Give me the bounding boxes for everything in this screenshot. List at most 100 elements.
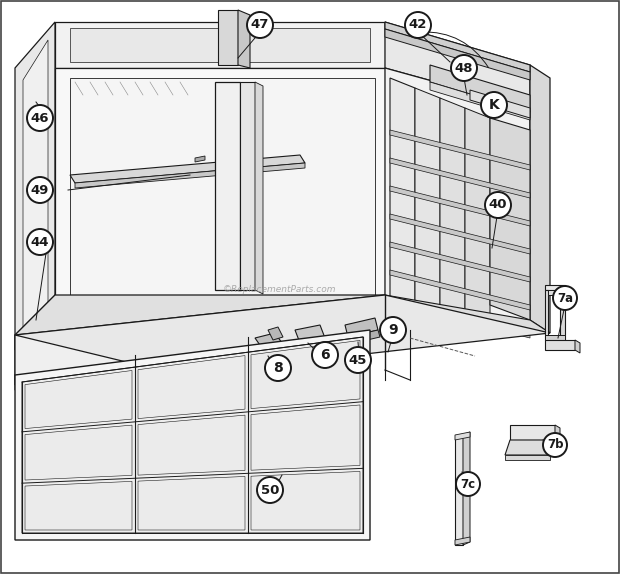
Polygon shape [55,68,385,335]
Polygon shape [510,425,555,440]
Text: 8: 8 [273,361,283,375]
Polygon shape [251,405,360,470]
Polygon shape [15,295,385,380]
Text: 45: 45 [349,354,367,367]
Polygon shape [415,88,440,325]
Circle shape [312,342,338,368]
Polygon shape [390,130,530,170]
Polygon shape [440,98,465,330]
Polygon shape [255,333,282,348]
Polygon shape [348,330,380,344]
Polygon shape [251,340,360,409]
Polygon shape [430,82,530,120]
Polygon shape [15,330,370,540]
Polygon shape [15,22,55,385]
Polygon shape [251,471,360,530]
Polygon shape [505,455,550,460]
Polygon shape [25,370,132,429]
Text: 49: 49 [31,184,49,196]
Polygon shape [465,108,490,335]
Polygon shape [455,432,470,440]
Polygon shape [390,242,530,282]
Polygon shape [138,355,245,418]
Circle shape [345,347,371,373]
Polygon shape [218,10,238,65]
Polygon shape [15,295,550,375]
Polygon shape [463,432,470,545]
Polygon shape [138,415,245,475]
Polygon shape [390,298,530,338]
Polygon shape [23,40,48,365]
Text: 7a: 7a [557,292,573,304]
Polygon shape [238,10,250,68]
Polygon shape [15,295,55,350]
Polygon shape [215,82,240,290]
Polygon shape [390,270,530,310]
Polygon shape [390,186,530,226]
Circle shape [247,12,273,38]
Polygon shape [390,214,530,254]
Polygon shape [575,340,580,353]
Polygon shape [455,537,470,545]
Polygon shape [555,425,560,443]
Polygon shape [455,435,463,545]
Polygon shape [385,295,550,335]
Polygon shape [255,82,263,294]
Circle shape [27,229,53,255]
Polygon shape [390,158,530,198]
Circle shape [27,177,53,203]
Polygon shape [15,335,385,390]
Circle shape [451,55,477,81]
Polygon shape [530,65,550,333]
Circle shape [27,105,53,131]
Polygon shape [548,290,565,295]
Polygon shape [195,156,205,162]
Text: ©ReplacementParts.com: ©ReplacementParts.com [223,285,337,294]
Polygon shape [70,155,305,183]
Circle shape [257,477,283,503]
Text: 48: 48 [454,61,473,75]
Polygon shape [345,318,378,337]
Polygon shape [385,22,530,72]
Polygon shape [545,290,548,340]
Polygon shape [25,482,132,530]
Text: 42: 42 [409,18,427,32]
Polygon shape [385,22,530,108]
Polygon shape [430,65,530,112]
Text: 7c: 7c [461,478,476,491]
Polygon shape [390,78,415,320]
Polygon shape [295,325,325,343]
Text: K: K [489,98,499,112]
Text: 9: 9 [388,323,398,337]
Text: 7b: 7b [547,439,563,452]
Polygon shape [470,90,530,118]
Polygon shape [240,82,255,290]
Text: 6: 6 [320,348,330,362]
Text: 40: 40 [489,199,507,211]
Polygon shape [70,28,370,62]
Circle shape [485,192,511,218]
Polygon shape [545,335,565,340]
Circle shape [405,12,431,38]
Polygon shape [545,285,565,290]
Polygon shape [55,22,385,68]
Circle shape [553,286,577,310]
Polygon shape [545,340,575,350]
Polygon shape [385,29,530,80]
Polygon shape [505,440,555,455]
Polygon shape [15,295,385,345]
Polygon shape [268,327,283,340]
Text: 46: 46 [31,111,49,125]
Polygon shape [560,290,565,340]
Circle shape [456,472,480,496]
Polygon shape [385,68,530,335]
Text: 47: 47 [251,18,269,32]
Circle shape [543,433,567,457]
Text: 44: 44 [31,235,49,249]
Polygon shape [70,78,375,325]
Circle shape [380,317,406,343]
Circle shape [481,92,507,118]
Text: 50: 50 [261,483,279,497]
Polygon shape [22,337,363,533]
Polygon shape [25,425,132,480]
